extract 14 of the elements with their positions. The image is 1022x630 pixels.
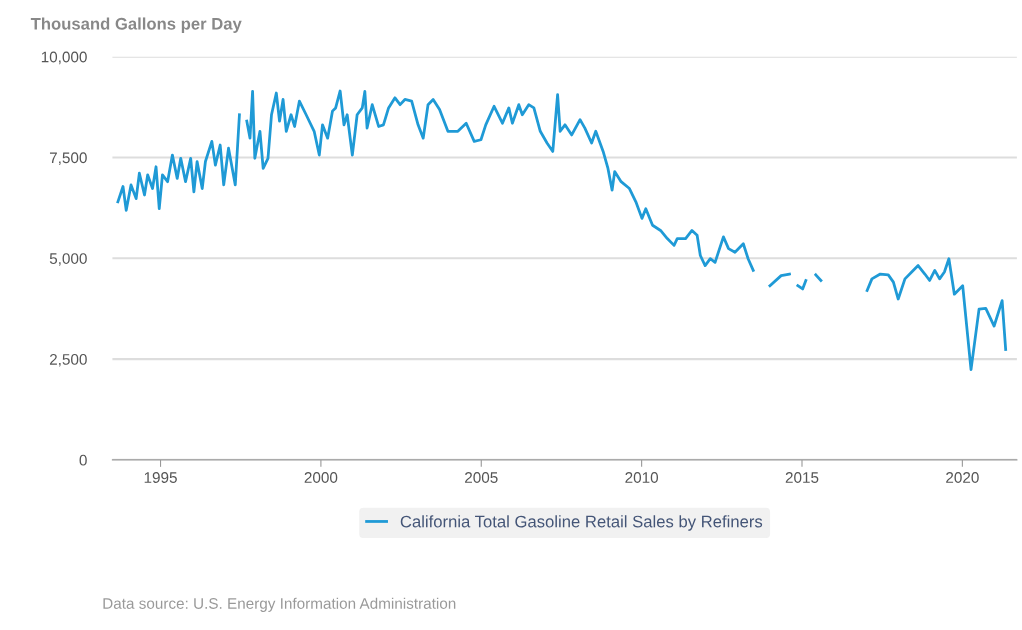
x-tick-label: 2020 — [946, 472, 979, 483]
x-tick-label: 2005 — [465, 472, 498, 483]
y-tick-label: 5,000 — [49, 253, 87, 266]
y-tick-label: 0 — [79, 454, 87, 466]
y-tick-label: 2,500 — [49, 353, 87, 367]
legend-label: California Total Gasoline Retail Sales by Refiners — [400, 515, 763, 531]
x-tick-label: 2010 — [625, 472, 659, 483]
x-tick-label: 2015 — [785, 472, 819, 483]
x-tick-label: 1995 — [144, 472, 177, 483]
y-tick-label: 7,500 — [49, 152, 87, 165]
y-axis-title: Thousand Gallons per Day — [30, 17, 242, 33]
x-tick-label: 2000 — [304, 472, 338, 483]
source-note: Data source: U.S. Energy Information Administration — [103, 597, 456, 612]
y-tick-label: 10,000 — [41, 51, 87, 65]
